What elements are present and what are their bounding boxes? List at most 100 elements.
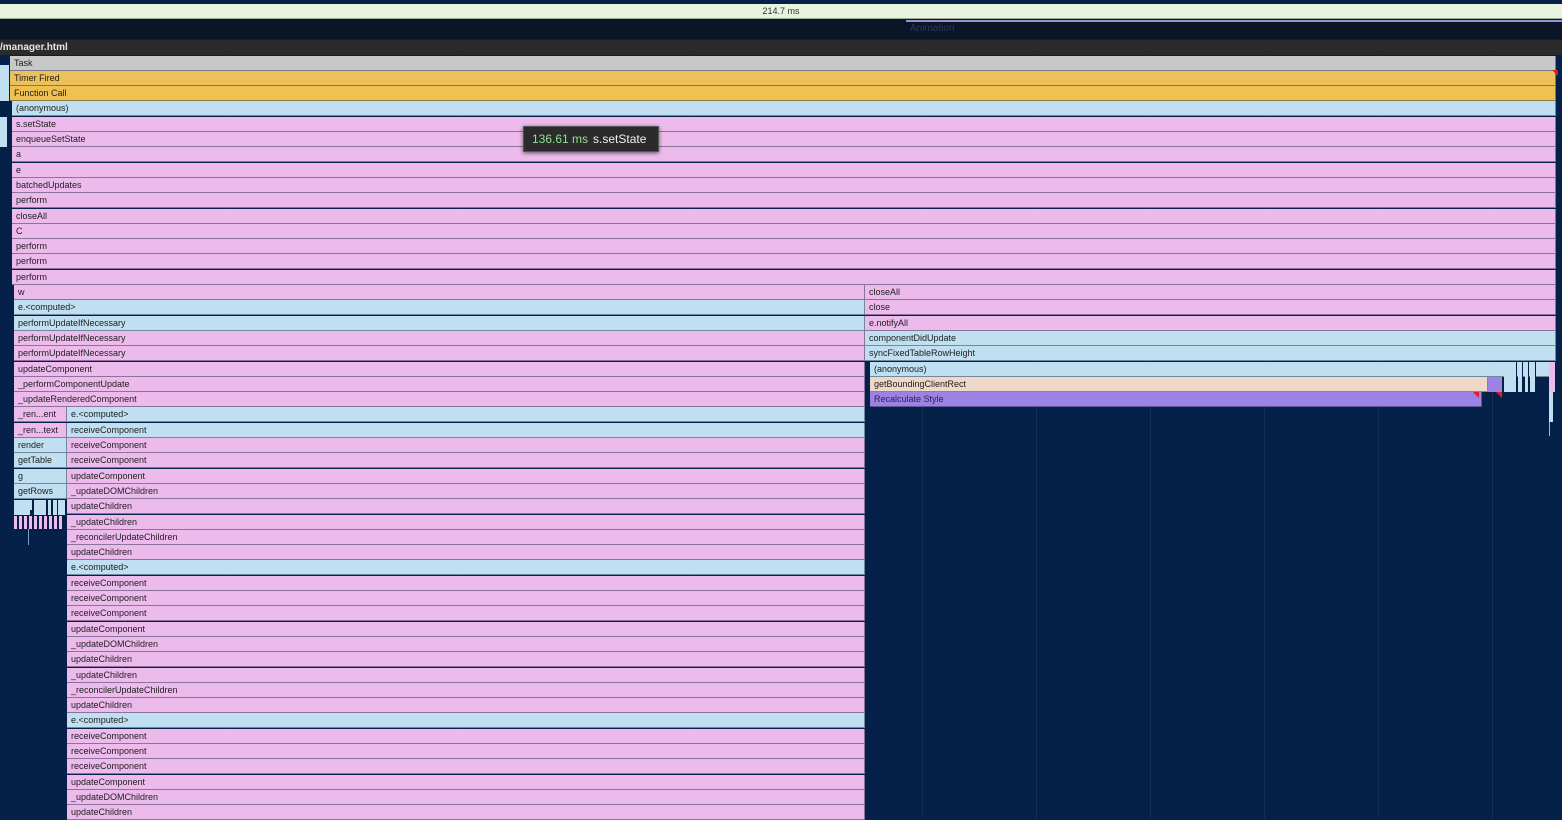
flame-chart[interactable]: Task Timer Fired Function Call (anonymous) s… (0, 55, 1562, 820)
call-tick[interactable] (1549, 362, 1556, 392)
flame-bar[interactable]: _performComponentUpdate (14, 376, 865, 392)
flame-bar[interactable]: e.<computed> (67, 407, 865, 423)
flame-bar[interactable]: updateChildren (67, 499, 865, 515)
flame-tooltip: 136.61 ms s.setState (523, 126, 660, 152)
flame-bar[interactable]: Task (10, 55, 1556, 71)
call-tick[interactable] (1488, 377, 1503, 392)
flame-bar[interactable]: receiveComponent (67, 606, 865, 622)
thread-title[interactable]: /manager.html (0, 40, 1562, 55)
flame-bar[interactable]: perform (12, 254, 1556, 270)
grid-line (1150, 55, 1151, 818)
flame-bar[interactable]: s.setState (12, 116, 1556, 132)
call-tick[interactable] (54, 516, 58, 529)
call-tick[interactable] (58, 500, 66, 515)
flame-bar[interactable]: batchedUpdates (12, 177, 1556, 193)
flame-bar[interactable]: _ren...text (14, 422, 67, 438)
flame-bar[interactable]: receiveComponent (67, 453, 865, 469)
flame-bar[interactable]: (anonymous) (12, 101, 1556, 117)
flame-bar[interactable]: performUpdateIfNecessary (14, 346, 865, 362)
flame-bar[interactable]: performUpdateIfNecessary (14, 315, 865, 331)
flame-bar[interactable]: _updateDOMChildren (67, 483, 865, 499)
timeline-ruler[interactable]: 214.7 ms (0, 4, 1562, 19)
flame-bar[interactable]: updateChildren (67, 545, 865, 561)
call-tick[interactable] (44, 516, 48, 529)
flame-bar[interactable]: closeAll (865, 285, 1556, 300)
flame-bar[interactable]: receiveComponent (67, 759, 865, 775)
flame-bar[interactable]: getBoundingClientRect (870, 376, 1488, 392)
call-tick[interactable] (24, 516, 28, 529)
grid-line (1378, 55, 1379, 818)
call-tick[interactable] (48, 500, 52, 515)
task-sliver[interactable] (0, 65, 10, 101)
flame-bar[interactable]: receiveComponent (67, 728, 865, 744)
flame-bar[interactable]: Function Call (10, 86, 1556, 102)
flame-bar[interactable]: Recalculate Style (870, 392, 1482, 408)
animation-marker[interactable] (906, 20, 1562, 22)
flame-bar[interactable]: closeAll (12, 208, 1556, 224)
flame-bar[interactable]: (anonymous) (870, 361, 1550, 377)
flame-bar[interactable]: _updateDOMChildren (67, 636, 865, 652)
grid-line (1036, 55, 1037, 818)
flame-bar[interactable]: performUpdateIfNecessary (14, 330, 865, 346)
flame-bar[interactable]: updateComponent (14, 361, 865, 377)
flame-bar[interactable]: updateChildren (67, 698, 865, 714)
call-tick (1549, 422, 1550, 436)
flame-bar[interactable]: receiveComponent (67, 422, 865, 438)
flame-bar[interactable]: _updateRenderedComponent (14, 392, 865, 408)
call-tick[interactable] (34, 500, 47, 515)
call-tick[interactable] (34, 516, 38, 529)
flame-bar[interactable]: a (12, 147, 1556, 163)
flame-bar[interactable]: updateComponent (67, 621, 865, 637)
flame-bar[interactable]: C (12, 223, 1556, 239)
flame-bar[interactable]: perform (12, 239, 1556, 255)
flame-bar[interactable]: _updateDOMChildren (67, 789, 865, 805)
flame-bar[interactable]: e.<computed> (14, 300, 865, 316)
call-tick[interactable] (14, 500, 31, 515)
flame-bar[interactable]: close (865, 300, 1556, 316)
call-tick[interactable] (19, 516, 23, 529)
flame-bar[interactable]: _reconcilerUpdateChildren (67, 682, 865, 698)
call-tick (28, 529, 29, 545)
call-tick[interactable] (1518, 362, 1523, 392)
flame-bar[interactable]: e.notifyAll (865, 315, 1556, 331)
flame-bar[interactable]: receiveComponent (67, 591, 865, 606)
flame-bar[interactable]: e.<computed> (67, 560, 865, 576)
flame-bar[interactable]: _reconcilerUpdateChildren (67, 529, 865, 545)
flame-bar[interactable]: e (12, 162, 1556, 178)
flame-bar[interactable]: g (14, 468, 67, 484)
call-tick[interactable] (1525, 362, 1529, 392)
call-tick[interactable] (14, 516, 18, 529)
call-tick[interactable] (59, 516, 63, 529)
flame-bar[interactable]: receiveComponent (67, 575, 865, 591)
call-tick[interactable] (30, 500, 33, 510)
call-tick[interactable] (1549, 392, 1554, 422)
animation-label: Animation (910, 23, 955, 34)
flame-bar[interactable]: componentDidUpdate (865, 330, 1556, 346)
call-tick[interactable] (39, 516, 43, 529)
flame-bar[interactable]: _updateChildren (67, 667, 865, 683)
flame-bar[interactable]: receiveComponent (67, 744, 865, 759)
flame-bar[interactable]: w (14, 285, 865, 300)
flame-bar[interactable]: enqueueSetState (12, 132, 1556, 147)
flame-bar[interactable]: syncFixedTableRowHeight (865, 346, 1556, 362)
flame-bar[interactable]: getTable (14, 453, 67, 469)
flame-bar[interactable]: receiveComponent (67, 438, 865, 453)
flame-bar[interactable]: perform (12, 269, 1556, 285)
flame-bar[interactable]: Timer Fired (10, 70, 1556, 86)
call-tick[interactable] (1530, 362, 1536, 392)
forced-layout-marker (1496, 392, 1502, 398)
flame-bar[interactable]: perform (12, 193, 1556, 209)
flame-bar[interactable]: updateComponent (67, 468, 865, 484)
flame-bar[interactable]: _updateChildren (67, 514, 865, 530)
flame-bar[interactable]: updateComponent (67, 774, 865, 790)
flame-bar[interactable]: _ren...ent (14, 407, 67, 423)
flame-bar[interactable]: render (14, 438, 67, 453)
call-tick[interactable] (29, 516, 33, 529)
task-sliver[interactable] (0, 117, 8, 147)
flame-bar[interactable]: getRows (14, 483, 67, 499)
call-tick[interactable] (1504, 362, 1517, 392)
flame-bar[interactable]: updateChildren (67, 652, 865, 668)
call-tick[interactable] (53, 500, 58, 515)
flame-bar[interactable]: e.<computed> (67, 713, 865, 729)
call-tick[interactable] (49, 516, 53, 529)
